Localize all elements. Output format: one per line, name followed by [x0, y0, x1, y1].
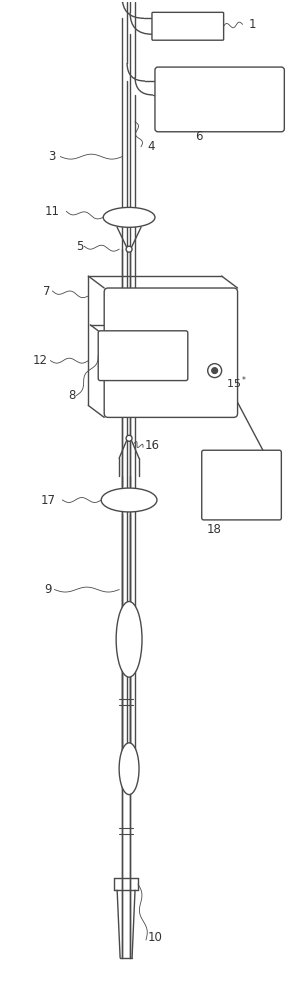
Ellipse shape — [116, 602, 142, 677]
Circle shape — [126, 246, 132, 252]
Text: 12: 12 — [33, 354, 47, 367]
Ellipse shape — [119, 743, 139, 795]
Text: 5: 5 — [76, 240, 84, 253]
Ellipse shape — [101, 488, 157, 512]
Circle shape — [212, 368, 218, 374]
Text: 16: 16 — [145, 439, 160, 452]
FancyBboxPatch shape — [98, 331, 188, 381]
FancyBboxPatch shape — [155, 67, 284, 132]
FancyBboxPatch shape — [104, 288, 237, 417]
Text: 8: 8 — [68, 389, 76, 402]
Text: 11: 11 — [45, 205, 59, 218]
Text: 7: 7 — [43, 285, 51, 298]
Text: 18: 18 — [207, 523, 221, 536]
Text: 15$^*$: 15$^*$ — [226, 374, 247, 391]
Ellipse shape — [103, 207, 155, 227]
Text: 10: 10 — [148, 931, 163, 944]
FancyBboxPatch shape — [152, 12, 223, 40]
FancyBboxPatch shape — [202, 450, 281, 520]
Text: 3: 3 — [49, 150, 56, 163]
Text: 6: 6 — [195, 130, 202, 143]
Text: 1: 1 — [249, 18, 256, 31]
Text: 4: 4 — [147, 140, 155, 153]
Circle shape — [208, 364, 222, 378]
Text: 9: 9 — [45, 583, 52, 596]
Text: 17: 17 — [40, 493, 56, 506]
Circle shape — [126, 435, 132, 441]
